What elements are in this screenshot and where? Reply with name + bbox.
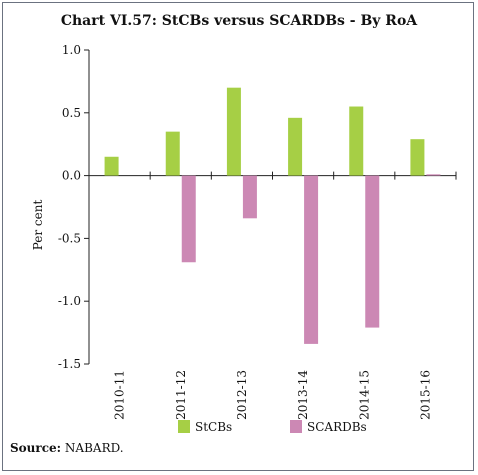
- bar-scardbs-2015-16: [426, 174, 441, 176]
- y-tick-label: 0.0: [62, 169, 81, 183]
- legend-swatch-stcbs: [178, 420, 190, 433]
- bar-stcbs-2012-13: [226, 87, 241, 176]
- axes: [84, 49, 457, 365]
- bar-stcbs-2010-11: [104, 156, 119, 176]
- x-tick-label: 2013-14: [296, 370, 310, 420]
- x-tick-label: 2014-15: [357, 370, 371, 420]
- bars: [104, 87, 441, 344]
- legend-label-scardbs: SCARDBs: [307, 420, 367, 434]
- chart-title: Chart VI.57: StCBs versus SCARDBs - By R…: [61, 13, 418, 29]
- x-tick-label: 2012-13: [235, 370, 249, 420]
- x-tick-labels: 2010-11 2011-12 2012-13 2013-14 2014-15 2015-…: [113, 370, 433, 420]
- y-tick-label: -1.0: [58, 294, 81, 308]
- legend-label-stcbs: StCBs: [195, 420, 232, 434]
- legend-swatch-scardbs: [290, 420, 302, 433]
- source-text: NABARD.: [64, 441, 124, 455]
- x-tick-label: 2015-16: [418, 370, 432, 420]
- bar-scardbs-2014-15: [365, 175, 380, 328]
- y-tick-labels: 1.0 0.5 0.0 -0.5 -1.0 -1.5: [58, 43, 81, 371]
- bar-stcbs-2015-16: [410, 139, 425, 176]
- bar-scardbs-2012-13: [242, 175, 257, 219]
- source-note: Source: NABARD.: [10, 441, 124, 455]
- bar-stcbs-2011-12: [165, 131, 180, 176]
- bar-stcbs-2014-15: [349, 106, 364, 176]
- bar-stcbs-2013-14: [288, 117, 303, 176]
- y-axis-label: Per cent: [31, 200, 45, 251]
- x-tick-label: 2011-12: [174, 370, 188, 420]
- y-tick-label: -0.5: [58, 231, 81, 245]
- bar-scardbs-2013-14: [304, 175, 319, 344]
- x-tick-label: 2010-11: [113, 370, 127, 420]
- bar-scardbs-2011-12: [181, 175, 196, 263]
- chart-frame: [2, 2, 474, 471]
- legend: StCBs SCARDBs: [178, 420, 367, 434]
- y-tick-label: -1.5: [58, 357, 81, 371]
- source-label: Source:: [10, 441, 62, 455]
- y-tick-label: 1.0: [62, 43, 81, 57]
- y-tick-label: 0.5: [62, 106, 81, 120]
